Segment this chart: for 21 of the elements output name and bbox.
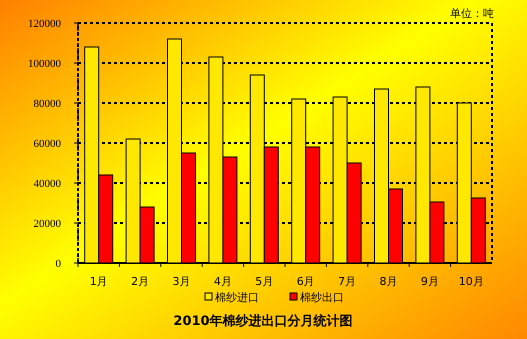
y-tick-label: 40000 — [34, 178, 62, 190]
y-tick-label: 20000 — [34, 218, 62, 230]
x-tick-label: 8月 — [380, 275, 398, 288]
x-tick-label: 5月 — [255, 275, 274, 288]
y-tick-label: 80000 — [34, 98, 62, 110]
x-tick-label: 2月 — [131, 275, 150, 288]
x-tick-label: 4月 — [214, 275, 232, 288]
x-tick-label: 9月 — [420, 275, 439, 288]
y-tick-label: 0 — [56, 258, 62, 270]
legend-label: 棉纱出口 — [300, 291, 344, 304]
x-tick-label: 6月 — [296, 275, 315, 288]
x-tick-label: 3月 — [172, 275, 190, 288]
y-tick-label: 120000 — [28, 18, 62, 30]
text: 2010年棉纱进出口分月统计图 — [173, 313, 353, 329]
x-tick-label: 10月 — [458, 275, 484, 288]
y-axis-title: 单位：吨 — [450, 7, 494, 20]
x-tick-label: 7月 — [338, 275, 356, 288]
y-tick-label: 60000 — [34, 138, 62, 150]
y-tick-label: 100000 — [28, 58, 62, 70]
legend-label: 棉纱进口 — [215, 291, 259, 304]
x-tick-label: 1月 — [90, 275, 108, 288]
